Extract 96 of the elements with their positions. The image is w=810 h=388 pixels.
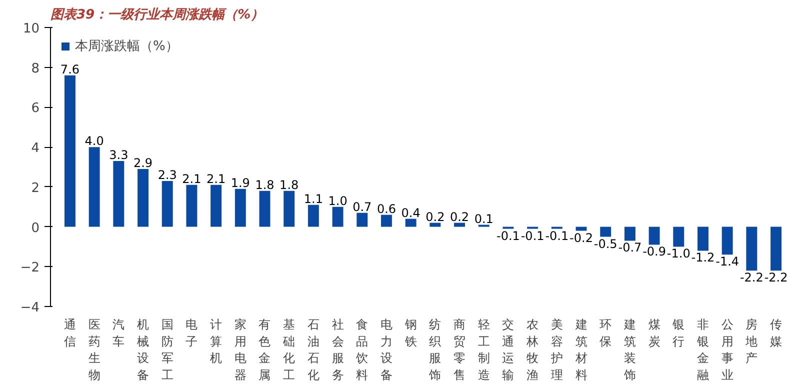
bar bbox=[600, 226, 612, 237]
bar bbox=[381, 214, 392, 227]
bar bbox=[405, 218, 416, 227]
x-tick-label: 商贸零售 bbox=[454, 318, 466, 382]
data-label: 0.4 bbox=[401, 206, 420, 220]
x-tick-label: 煤炭 bbox=[648, 318, 660, 348]
data-label: -0.9 bbox=[642, 244, 666, 259]
data-label: -0.1 bbox=[545, 228, 569, 243]
x-tick-label: 有色金属 bbox=[258, 318, 271, 382]
data-label: -1.2 bbox=[691, 250, 715, 265]
data-label: 0.2 bbox=[450, 210, 470, 224]
x-tick-label: 基础化工 bbox=[282, 318, 296, 382]
x-tick-label: 计算机 bbox=[210, 318, 222, 366]
x-tick-label: 非银金融 bbox=[696, 318, 709, 382]
data-label: 4.0 bbox=[84, 134, 104, 148]
data-label: -0.1 bbox=[496, 228, 520, 243]
y-tick-label: −2 bbox=[20, 260, 40, 276]
x-tick-label: 食品饮料 bbox=[355, 318, 368, 382]
x-tick-label: 家用电器 bbox=[234, 318, 246, 382]
x-tick-label: 社会服务 bbox=[332, 318, 344, 382]
bar bbox=[186, 184, 198, 227]
bar bbox=[210, 184, 222, 227]
bar bbox=[698, 226, 708, 251]
x-tick-label: 交通运输 bbox=[502, 318, 514, 382]
data-label: 1.0 bbox=[328, 194, 348, 208]
bar bbox=[308, 204, 319, 227]
x-tick-label: 轻工制造 bbox=[478, 318, 490, 382]
data-label: 0.6 bbox=[376, 202, 396, 216]
x-tick-label: 电子 bbox=[186, 318, 198, 348]
y-tick-label: −4 bbox=[20, 300, 40, 316]
y-tick-label: 8 bbox=[31, 61, 40, 76]
bar bbox=[430, 222, 441, 227]
x-tick-label: 机械设备 bbox=[137, 318, 150, 382]
x-tick-label: 建筑材料 bbox=[574, 318, 588, 382]
data-label: -0.1 bbox=[520, 228, 544, 243]
data-label: -2.2 bbox=[740, 270, 764, 285]
bar bbox=[356, 212, 368, 227]
legend-label: 本周涨跌幅（%） bbox=[75, 38, 178, 55]
x-tick-label: 钢铁 bbox=[404, 318, 417, 348]
bar bbox=[284, 190, 295, 227]
y-tick-label: 4 bbox=[31, 141, 40, 156]
data-label: -0.2 bbox=[570, 230, 593, 245]
data-label: 0.2 bbox=[426, 210, 445, 224]
bar bbox=[234, 188, 246, 227]
y-tick-label: 0 bbox=[31, 220, 40, 236]
x-tick-label: 传媒 bbox=[770, 318, 782, 348]
bar bbox=[722, 226, 733, 255]
bar bbox=[332, 206, 344, 227]
x-tick-label: 公用事业 bbox=[721, 318, 734, 382]
data-label: 2.9 bbox=[133, 156, 153, 170]
x-tick-label: 农林牧渔 bbox=[526, 318, 539, 382]
bar bbox=[88, 147, 100, 227]
bar bbox=[648, 226, 660, 245]
bar bbox=[576, 226, 587, 231]
x-tick-label: 国防军工 bbox=[161, 318, 174, 382]
bar bbox=[673, 226, 684, 247]
bar bbox=[746, 226, 758, 271]
y-tick-label: 2 bbox=[31, 180, 40, 196]
x-tick-label: 石油石化 bbox=[307, 318, 320, 382]
y-tick-label: 10 bbox=[22, 22, 40, 36]
data-label: 2.3 bbox=[158, 168, 177, 182]
bar bbox=[162, 180, 173, 227]
data-label: 3.3 bbox=[109, 148, 128, 162]
x-tick-label: 建筑装饰 bbox=[622, 318, 636, 382]
data-label: 1.8 bbox=[280, 178, 299, 192]
data-label: -0.7 bbox=[618, 240, 642, 255]
x-tick-label: 银行 bbox=[672, 318, 685, 348]
y-tick-label: 6 bbox=[31, 101, 40, 116]
data-label: 1.9 bbox=[230, 176, 250, 190]
data-label: -2.2 bbox=[764, 270, 788, 285]
data-label: 2.1 bbox=[206, 172, 226, 186]
bar bbox=[770, 226, 782, 271]
data-label: 1.8 bbox=[255, 178, 274, 192]
x-tick-label: 房地产 bbox=[744, 318, 758, 366]
bar bbox=[624, 226, 636, 241]
bar bbox=[113, 161, 124, 227]
data-label: -1.0 bbox=[666, 246, 690, 261]
x-tick-label: 电力设备 bbox=[380, 318, 392, 382]
x-tick-label: 汽车 bbox=[112, 318, 125, 348]
data-label: 0.1 bbox=[474, 212, 494, 226]
data-label: 2.1 bbox=[182, 172, 202, 186]
x-tick-label: 纺织服饰 bbox=[428, 318, 442, 382]
x-tick-label: 环保 bbox=[600, 318, 612, 348]
chart-title: 图表39：一级行业本周涨跌幅（%） bbox=[50, 8, 264, 22]
x-tick-label: 美容护理 bbox=[550, 318, 563, 382]
data-label: 0.7 bbox=[352, 200, 372, 214]
x-tick-label: 通信 bbox=[64, 318, 76, 348]
bar bbox=[454, 222, 465, 227]
data-label: 7.6 bbox=[60, 62, 80, 76]
bar bbox=[64, 75, 76, 227]
data-label: 1.1 bbox=[304, 192, 323, 206]
bar bbox=[259, 190, 270, 227]
x-tick-label: 医药生物 bbox=[88, 318, 100, 382]
data-label: -0.5 bbox=[594, 236, 618, 251]
data-label: -1.4 bbox=[716, 254, 740, 269]
bar bbox=[138, 168, 148, 227]
